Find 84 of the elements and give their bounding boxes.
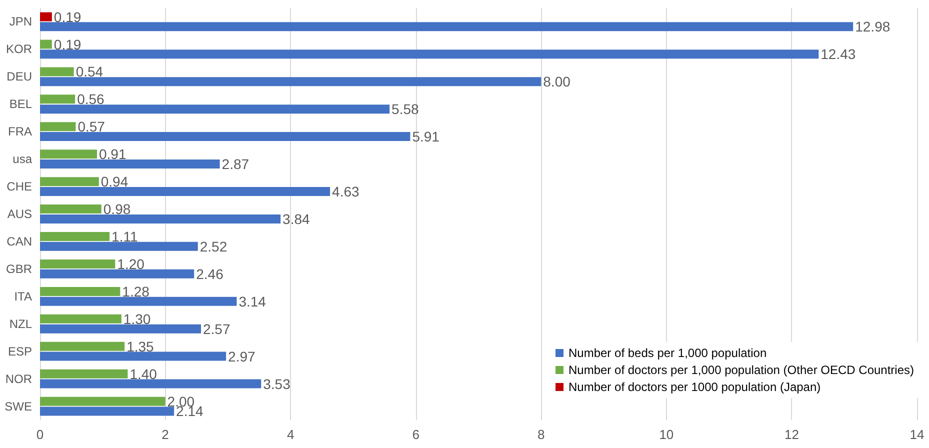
y-tick-label: ITA [14,289,32,304]
y-tick-label: AUS [7,207,32,221]
data-label: 1.40 [130,366,158,382]
bar [40,242,198,251]
bar [40,40,52,49]
y-tick-label: ESP [8,344,32,358]
bar [40,132,410,142]
bar [40,22,854,32]
bar [40,122,76,132]
x-tick-label: 8 [538,427,545,442]
bar [40,177,99,186]
data-label: 8.00 [543,74,571,90]
y-tick-label: BEL [9,97,32,112]
y-tick-label: DEU [6,70,32,84]
data-label: 12.98 [855,18,890,35]
legend-label: Number of doctors per 1,000 population (Other OECD Countries) [568,363,914,377]
legend-label: Number of doctors per 1000 population (Japan) [568,380,821,394]
data-label: 2.87 [222,156,250,172]
y-tick-label: CHE [6,180,32,194]
data-label: 2.46 [196,266,224,282]
bar [40,186,330,196]
data-label: 3.84 [282,210,310,227]
x-tick-label: 2 [162,427,169,442]
x-tick-label: 14 [910,427,924,442]
data-label: 1.35 [126,338,154,354]
y-tick-label: NZL [9,316,32,331]
y-tick-label: CAN [6,234,32,248]
bar [40,77,542,86]
data-label: 0.57 [78,118,106,135]
bar [40,352,226,361]
x-tick-label: 6 [412,427,420,442]
bar [40,104,390,114]
y-tick-label: FRA [8,124,32,139]
data-label: 1.20 [117,256,145,272]
data-label: 0.91 [99,146,126,162]
bar [40,50,819,59]
data-label: 1.28 [122,283,150,300]
data-label: 0.54 [76,64,104,80]
bar [40,342,125,351]
x-tick-label: 4 [286,427,294,442]
bar [40,369,128,378]
bar [40,214,281,224]
bar [40,259,116,268]
data-label: 5.58 [392,101,420,118]
y-tick-label: SWE [4,399,32,414]
bar [40,296,237,306]
bar [40,67,74,76]
bar [40,150,98,159]
data-label: 2.97 [228,348,256,364]
bar [40,324,201,334]
data-label: 2.57 [202,320,230,337]
x-tick-label: 12 [784,427,799,442]
bar [40,396,166,406]
bar [40,314,122,324]
bar [40,204,102,214]
bar [40,269,194,278]
data-label: 0.98 [103,201,131,218]
bar [40,94,76,104]
data-label: 1.30 [123,310,151,327]
data-label: 0.56 [77,91,105,108]
bar [40,12,52,22]
bar [40,379,262,388]
data-label: 3.14 [238,293,266,310]
legend-label: Number of beds per 1,000 population [568,346,767,360]
y-tick-label: KOR [6,42,32,56]
data-label: 1.11 [112,228,138,245]
data-label: 5.91 [412,128,440,145]
data-label: 3.53 [263,376,291,392]
bar [40,286,120,296]
y-tick-label: JPN [9,14,32,29]
data-label: 0.19 [54,8,82,25]
bar [40,232,110,242]
x-tick-label: 0 [36,427,44,442]
bar [40,160,220,169]
y-tick-label: GBR [6,262,32,276]
x-tick-label: 10 [659,427,674,442]
bar [40,406,174,416]
data-label: 12.43 [820,46,856,62]
data-label: 4.63 [332,183,360,200]
data-label: 0.19 [54,36,82,52]
data-label: 2.52 [200,238,228,254]
data-label: 0.94 [100,174,128,190]
y-tick-label: NOR [5,372,32,386]
y-tick-label: usa [12,152,32,166]
